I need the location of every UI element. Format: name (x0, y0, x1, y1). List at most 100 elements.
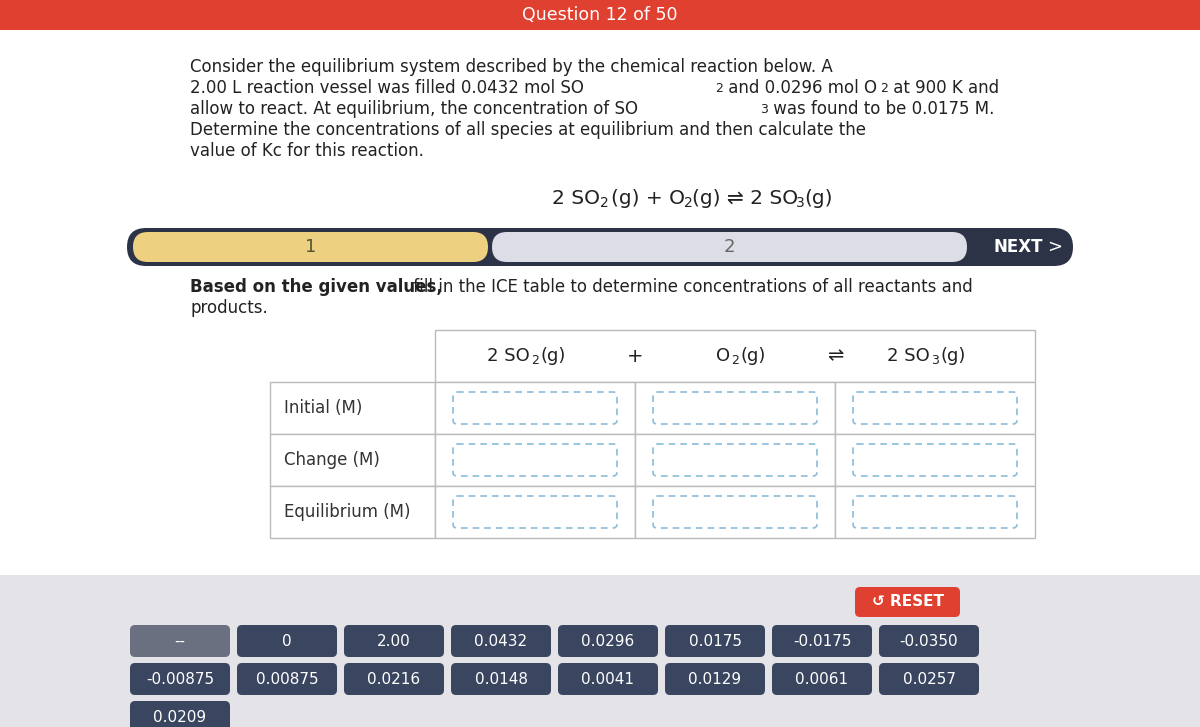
Bar (835, 382, 1034, 434)
Text: (g): (g) (940, 347, 965, 365)
Text: 2: 2 (880, 82, 888, 95)
FancyBboxPatch shape (653, 496, 817, 528)
Bar (835, 434, 1034, 486)
FancyBboxPatch shape (558, 625, 658, 657)
Text: +: + (626, 347, 643, 366)
FancyBboxPatch shape (127, 228, 1073, 266)
Text: -0.0350: -0.0350 (900, 633, 959, 648)
Bar (436, 434, 635, 486)
Bar (270, 382, 436, 434)
Text: Initial (M): Initial (M) (284, 399, 362, 417)
Text: 2 SO: 2 SO (887, 347, 930, 365)
FancyBboxPatch shape (772, 663, 872, 695)
Text: 0.0175: 0.0175 (689, 633, 742, 648)
Bar (270, 486, 436, 538)
Text: 0.0041: 0.0041 (582, 672, 635, 686)
Text: 2: 2 (600, 196, 608, 210)
FancyBboxPatch shape (854, 587, 960, 617)
Text: 1: 1 (305, 238, 316, 256)
Text: Equilibrium (M): Equilibrium (M) (284, 503, 410, 521)
FancyBboxPatch shape (238, 663, 337, 695)
Text: (g) + O: (g) + O (611, 188, 685, 207)
Text: 0: 0 (282, 633, 292, 648)
Text: ⇌: ⇌ (827, 347, 844, 366)
Bar (270, 434, 436, 486)
Text: value of Kc for this reaction.: value of Kc for this reaction. (190, 142, 424, 160)
Text: 0.0216: 0.0216 (367, 672, 420, 686)
Text: 2.00: 2.00 (377, 633, 410, 648)
Text: allow to react. At equilibrium, the concentration of SO: allow to react. At equilibrium, the conc… (190, 100, 638, 118)
Text: 2: 2 (724, 238, 736, 256)
Text: (g) ⇌ 2 SO: (g) ⇌ 2 SO (692, 188, 798, 207)
Text: Question 12 of 50: Question 12 of 50 (522, 6, 678, 24)
Text: 0.0432: 0.0432 (474, 633, 528, 648)
FancyBboxPatch shape (558, 663, 658, 695)
FancyBboxPatch shape (653, 392, 817, 424)
FancyBboxPatch shape (451, 625, 551, 657)
Text: Consider the equilibrium system described by the chemical reaction below. A: Consider the equilibrium system describe… (190, 58, 833, 76)
Text: ↺ RESET: ↺ RESET (871, 595, 943, 609)
Text: 2: 2 (530, 353, 539, 366)
Text: 0.0061: 0.0061 (796, 672, 848, 686)
Text: was found to be 0.0175 M.: was found to be 0.0175 M. (768, 100, 995, 118)
Text: (g): (g) (540, 347, 565, 365)
Text: at 900 K and: at 900 K and (888, 79, 1000, 97)
Text: 0.00875: 0.00875 (256, 672, 318, 686)
FancyBboxPatch shape (853, 392, 1018, 424)
Text: Based on the given values,: Based on the given values, (190, 278, 443, 296)
Bar (0, 30, 1200, 575)
Text: 2: 2 (684, 196, 692, 210)
Text: and 0.0296 mol O: and 0.0296 mol O (722, 79, 877, 97)
Text: 3: 3 (931, 353, 938, 366)
Text: 3: 3 (760, 103, 768, 116)
FancyBboxPatch shape (238, 625, 337, 657)
Bar (635, 486, 835, 538)
FancyBboxPatch shape (130, 701, 230, 727)
FancyBboxPatch shape (130, 663, 230, 695)
Text: 2 SO: 2 SO (487, 347, 530, 365)
Bar (436, 382, 635, 434)
Text: 2.00 L reaction vessel was filled 0.0432 mol SO: 2.00 L reaction vessel was filled 0.0432… (190, 79, 584, 97)
Text: O: O (716, 347, 730, 365)
Bar (835, 486, 1034, 538)
FancyBboxPatch shape (772, 625, 872, 657)
Text: >: > (1048, 238, 1062, 256)
FancyBboxPatch shape (878, 625, 979, 657)
Bar (635, 434, 835, 486)
Bar (436, 486, 635, 538)
FancyBboxPatch shape (344, 625, 444, 657)
FancyBboxPatch shape (454, 496, 617, 528)
Text: products.: products. (190, 299, 268, 317)
Text: fill in the ICE table to determine concentrations of all reactants and: fill in the ICE table to determine conce… (408, 278, 973, 296)
FancyBboxPatch shape (853, 444, 1018, 476)
FancyBboxPatch shape (492, 232, 967, 262)
FancyBboxPatch shape (665, 625, 766, 657)
Text: 0.0296: 0.0296 (581, 633, 635, 648)
Text: 2: 2 (731, 353, 739, 366)
Text: 3: 3 (796, 196, 805, 210)
FancyBboxPatch shape (133, 232, 488, 262)
Bar (635, 382, 835, 434)
Text: --: -- (174, 633, 186, 648)
Text: 0.0129: 0.0129 (689, 672, 742, 686)
Bar (0, 0, 1200, 30)
Text: (g): (g) (740, 347, 766, 365)
FancyBboxPatch shape (665, 663, 766, 695)
FancyBboxPatch shape (451, 663, 551, 695)
FancyBboxPatch shape (878, 663, 979, 695)
Text: 2: 2 (715, 82, 722, 95)
Text: -0.0175: -0.0175 (793, 633, 851, 648)
FancyBboxPatch shape (454, 444, 617, 476)
FancyBboxPatch shape (853, 496, 1018, 528)
Text: Change (M): Change (M) (284, 451, 380, 469)
FancyBboxPatch shape (344, 663, 444, 695)
Text: 0.0148: 0.0148 (474, 672, 528, 686)
FancyBboxPatch shape (130, 625, 230, 657)
Text: NEXT: NEXT (994, 238, 1043, 256)
Bar (436, 330, 1034, 382)
FancyBboxPatch shape (454, 392, 617, 424)
Text: -0.00875: -0.00875 (146, 672, 214, 686)
Text: (g): (g) (804, 188, 833, 207)
Text: 0.0209: 0.0209 (154, 710, 206, 725)
FancyBboxPatch shape (653, 444, 817, 476)
